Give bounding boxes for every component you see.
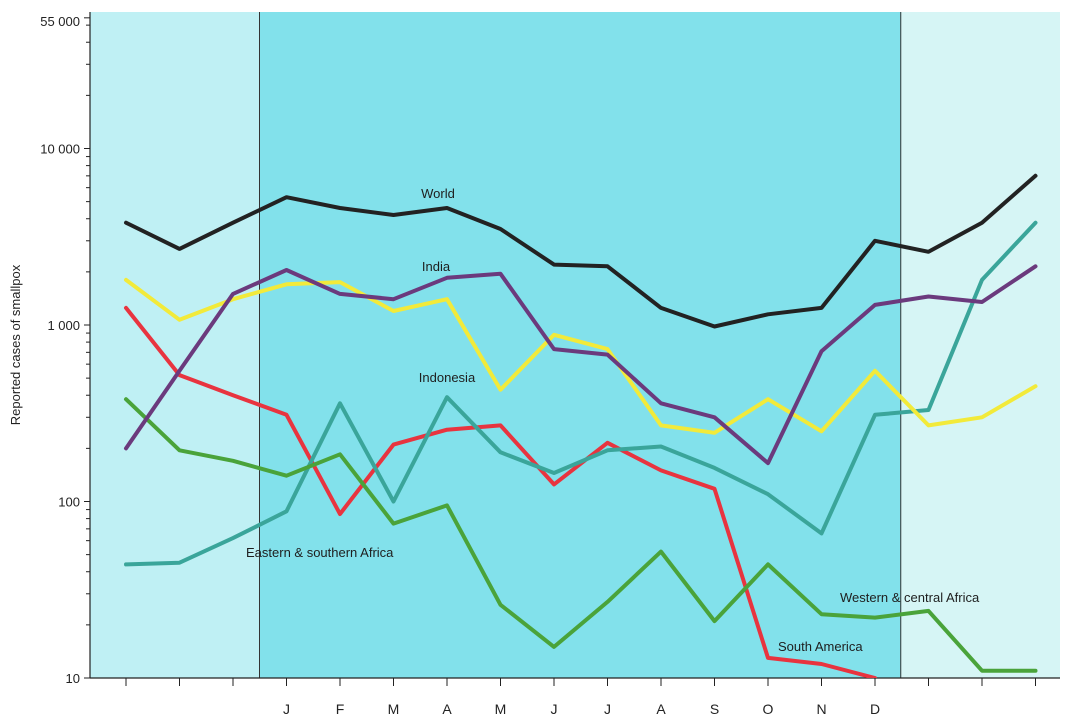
month-label: J (283, 701, 290, 717)
month-label: F (336, 701, 345, 717)
month-label: D (870, 701, 880, 717)
month-label: J (604, 701, 611, 717)
series-label: South America (778, 639, 863, 654)
series-line-india (124, 264, 1038, 466)
month-label: N (816, 701, 826, 717)
month-label: M (388, 701, 400, 717)
month-label: O (763, 701, 774, 717)
y-tick-labels: 10 100 1 000 10 000 55 000 (40, 14, 80, 686)
y-tick-label: 1 000 (47, 318, 80, 333)
month-label: J (551, 701, 558, 717)
series-line-indonesia (124, 277, 1038, 435)
series-line-world (124, 173, 1038, 329)
series-label: Western & central Africa (840, 590, 980, 605)
y-axis-title: Reported cases of smallpox (8, 264, 23, 425)
y-tick-label: 10 (66, 671, 80, 686)
left-panel (90, 12, 260, 678)
series-label: India (422, 259, 451, 274)
month-label: S (710, 701, 719, 717)
background-panels (90, 12, 1060, 678)
labels-layer: World India Indonesia Eastern & southern Af… (246, 186, 980, 654)
right-panel (900, 12, 1060, 678)
series-line-eastern-southern-africa (124, 220, 1038, 567)
series-label: Eastern & southern Africa (246, 545, 394, 560)
month-label: A (442, 701, 452, 717)
month-label: A (656, 701, 666, 717)
y-axis-ticks (84, 17, 90, 679)
y-tick-label: 100 (58, 495, 80, 510)
series-line-western-central-africa (124, 397, 1038, 673)
y-tick-label: 10 000 (40, 142, 80, 157)
series-label: World (421, 186, 455, 201)
series-layer (124, 173, 1038, 678)
year-band-panel (259, 12, 901, 678)
axes (89, 12, 1060, 686)
series-line-south-america (124, 305, 877, 678)
series-label: Indonesia (419, 370, 476, 385)
y-tick-label: 55 000 (40, 14, 80, 29)
month-label: M (495, 701, 507, 717)
